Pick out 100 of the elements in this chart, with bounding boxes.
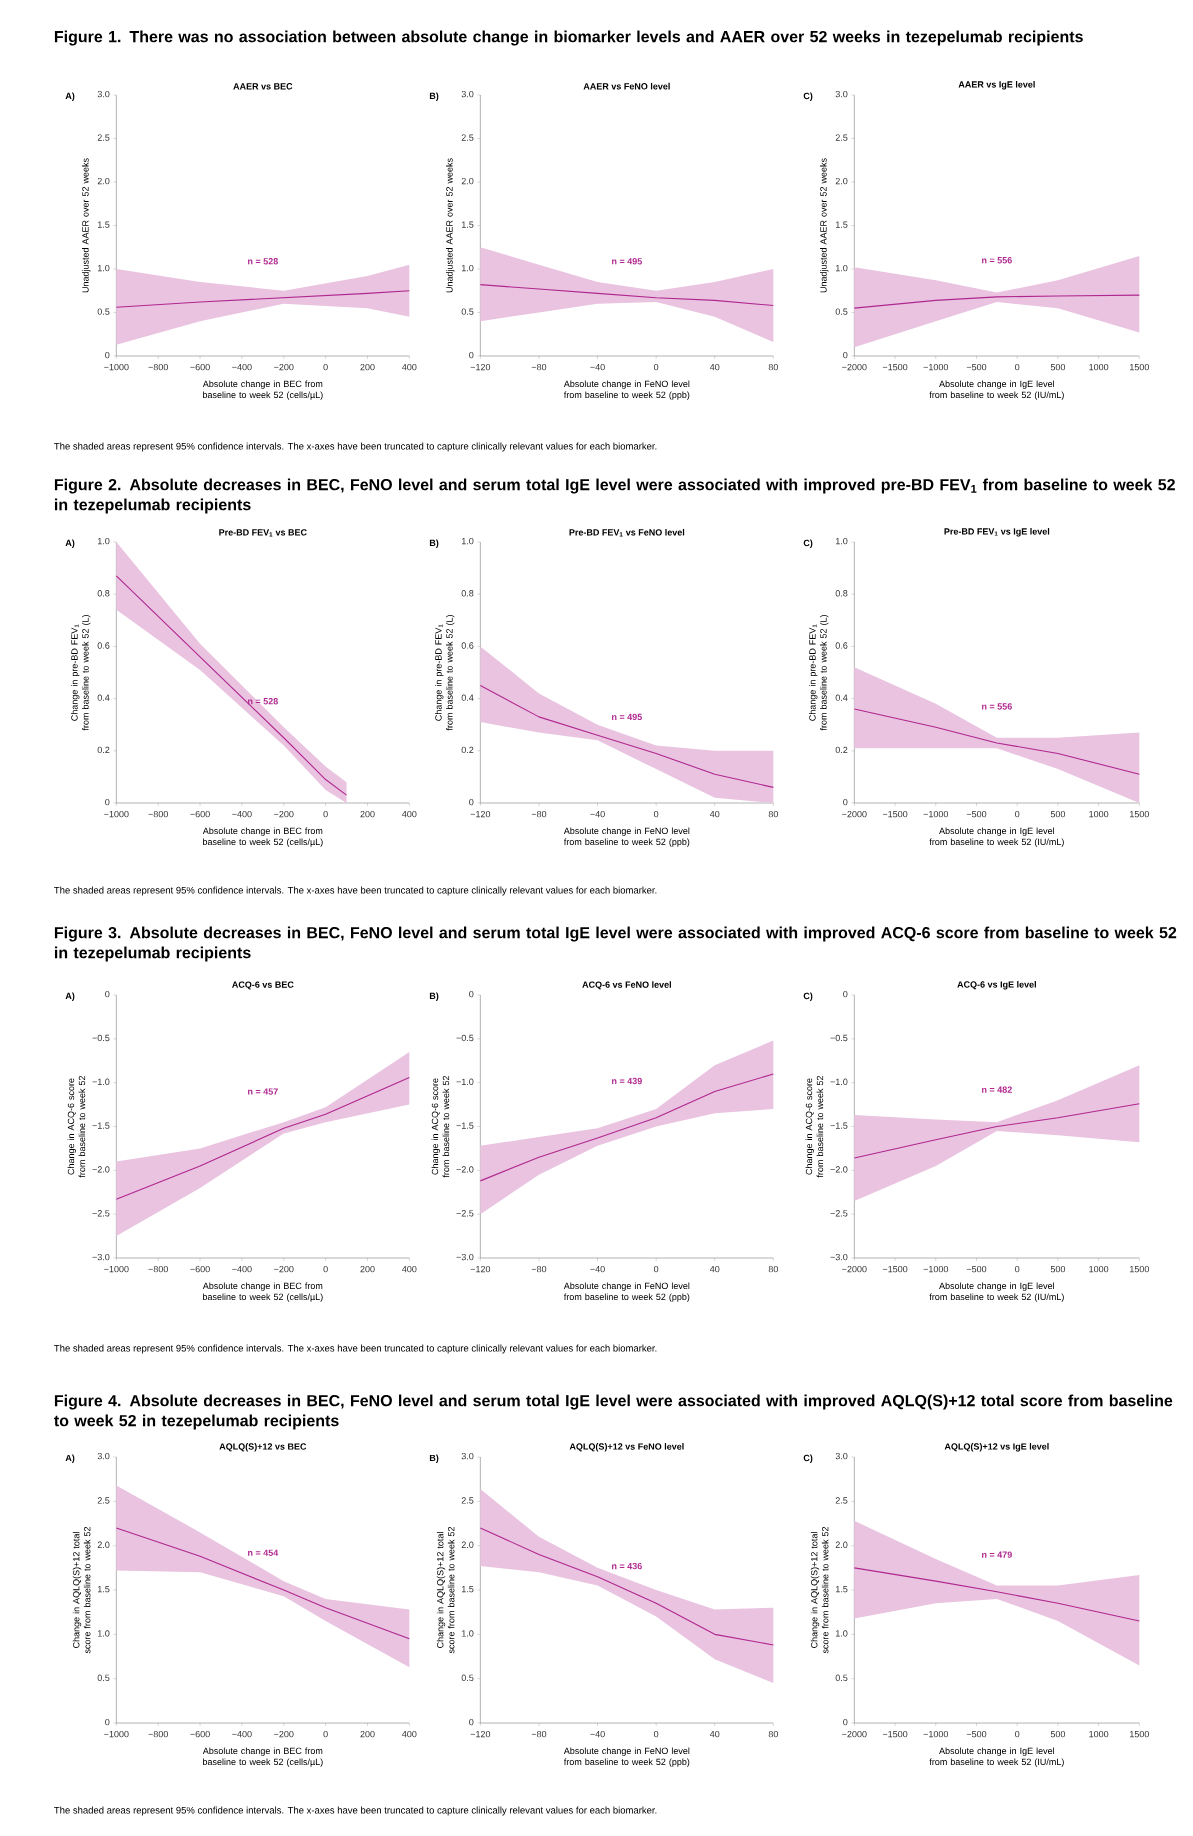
x-tick-label: −400 [232, 1730, 252, 1738]
y-axis-title: Change in pre-BD FEV$_{1}$ from baseline to week 52 (L) [434, 615, 455, 731]
y-tick-label: 0 [104, 1718, 110, 1726]
y-tick-label: 2.5 [97, 134, 110, 141]
text: C) [803, 992, 813, 1001]
text: B) [429, 92, 439, 101]
x-tick-label: −200 [273, 1730, 294, 1738]
y-tick-label: 1.5 [835, 221, 848, 228]
x-tick-label: −600 [190, 1265, 210, 1273]
y-tick-label: −2.5 [830, 1210, 848, 1217]
text: The shaded areas represent 95% confidence intervals. The x-axes have been truncated to capture clinically relevant values for each biomarker. [53, 442, 657, 452]
x-tick-label: 500 [1050, 363, 1065, 371]
x-tick-label: 40 [709, 1265, 720, 1273]
x-axis-title: Absolute change in FeNO level from baseline to week 52 (ppb) [563, 827, 690, 847]
y-tick-label: 2.5 [461, 134, 474, 141]
y-tick-label: 0.2 [835, 746, 848, 754]
x-tick-label: −2000 [841, 810, 867, 818]
x-tick-label: −1000 [923, 810, 948, 818]
x-axis-title: Absolute change in BEC from baseline to week 52 (cells/µL) [202, 827, 323, 847]
x-tick-label: −1000 [923, 363, 948, 371]
line-series [853, 708, 1140, 775]
y-tick-label: 2.0 [461, 1541, 474, 1548]
y-tick-label: −1.5 [92, 1122, 110, 1129]
chart-title: ACQ-6 vs BEC [231, 981, 294, 990]
y-tick-label: 1.5 [97, 1586, 110, 1593]
annotation: n = 495 [611, 258, 642, 265]
y-axis-title: Change in ACQ-6 score from baseline to week 52 [431, 1075, 450, 1178]
x-axis-title: Absolute change in BEC from baseline to week 52 (cells/µL) [202, 1747, 323, 1767]
x-axis-title: Absolute change in IgE level from baseline to week 52 (IU/mL) [929, 827, 1064, 847]
y-tick-label: 3.0 [97, 90, 110, 98]
y-tick-label: 2.0 [835, 177, 848, 185]
line-series [479, 1527, 774, 1646]
x-tick-label: −800 [148, 810, 168, 818]
x-tick-label: 500 [1050, 1730, 1065, 1738]
x-tick-label: −200 [273, 810, 294, 818]
x-tick-label: 400 [401, 363, 417, 371]
y-tick-label: −2.5 [456, 1210, 474, 1217]
y-tick-label: 1.5 [835, 1586, 848, 1593]
y-axis-title: Change in ACQ-6 score from baseline to week 52 [805, 1075, 824, 1178]
y-tick-label: 0.8 [835, 590, 848, 597]
x-tick-label: −1500 [882, 1265, 908, 1273]
annotation: n = 528 [247, 698, 278, 705]
y-tick-label: 0.8 [97, 590, 110, 597]
x-tick-label: 1500 [1129, 1730, 1149, 1738]
y-tick-label: −2.0 [92, 1166, 110, 1173]
chart-title: AAER vs FeNO level [583, 82, 670, 90]
y-tick-label: 0.5 [461, 308, 474, 315]
x-tick-label: 0 [653, 363, 659, 371]
y-axis-title: Change in AQLQ(S)+12 total score from baseline to week 52 [72, 1526, 91, 1654]
annotation: n = 436 [611, 1562, 642, 1570]
y-tick-label: 0.2 [461, 746, 474, 754]
x-tick-label: −80 [531, 1265, 547, 1273]
x-tick-label: −120 [470, 810, 490, 818]
y-tick-label: 1.0 [97, 537, 110, 545]
x-tick-label: −500 [966, 363, 987, 371]
text: The shaded areas represent 95% confidence intervals. The x-axes have been truncated to capture clinically relevant values for each biomarker. [53, 1806, 657, 1816]
x-tick-label: 40 [709, 1730, 720, 1738]
x-tick-label: −500 [966, 810, 987, 818]
y-axis-title: Change in pre-BD FEV$_{1}$ from baseline to week 52 (L) [808, 615, 829, 731]
line-series [479, 284, 774, 307]
x-tick-label: 80 [768, 363, 778, 371]
x-tick-label: −80 [531, 363, 547, 371]
y-tick-label: 0.5 [835, 308, 848, 315]
line-series [115, 1527, 410, 1640]
y-tick-label: 3.0 [461, 1452, 474, 1460]
x-axis-title: Absolute change in IgE level from baseline to week 52 (IU/mL) [929, 1282, 1064, 1302]
x-tick-label: 0 [653, 1730, 659, 1738]
x-tick-label: 0 [1014, 1730, 1020, 1738]
chart-title: Pre-BD FEV$_{1}$ vs FeNO level [569, 528, 684, 537]
x-axis-title: Absolute change in IgE level from baseline to week 52 (IU/mL) [929, 1747, 1064, 1767]
x-tick-label: −40 [590, 810, 605, 818]
text: C) [803, 92, 813, 101]
annotation: n = 454 [247, 1549, 279, 1556]
x-tick-label: −1000 [103, 1730, 129, 1738]
x-tick-label: −400 [232, 363, 252, 371]
y-tick-label: 0 [468, 351, 474, 359]
y-tick-label: 1.5 [97, 221, 110, 228]
y-tick-label: −1.5 [830, 1122, 848, 1129]
x-tick-label: 80 [768, 810, 778, 818]
y-tick-label: 0.6 [835, 642, 848, 649]
x-tick-label: −800 [148, 363, 168, 371]
y-tick-label: 0.5 [461, 1674, 474, 1681]
x-tick-label: 1500 [1129, 1265, 1149, 1273]
y-tick-label: 0 [842, 1718, 848, 1726]
y-tick-label: −1.5 [456, 1122, 474, 1129]
y-tick-label: 0 [104, 990, 110, 998]
y-tick-label: 2.5 [835, 1497, 848, 1504]
y-tick-label: 0.5 [97, 1674, 110, 1681]
y-axis-title: Unadjusted AAER over 52 weeks [819, 158, 829, 293]
y-tick-label: 0 [468, 1718, 474, 1726]
y-tick-label: 0 [842, 990, 848, 998]
y-tick-label: −1.0 [830, 1078, 848, 1085]
y-tick-label: 2.0 [97, 1541, 110, 1548]
text: The shaded areas represent 95% confidence intervals. The x-axes have been truncated to capture clinically relevant values for each biomarker. [53, 1344, 657, 1354]
y-tick-label: −3.0 [830, 1253, 848, 1261]
y-tick-label: 0 [842, 351, 848, 359]
x-tick-label: 200 [360, 1730, 375, 1738]
text: C) [803, 1454, 813, 1463]
x-tick-label: 0 [653, 810, 659, 818]
y-tick-label: −0.5 [456, 1034, 474, 1042]
